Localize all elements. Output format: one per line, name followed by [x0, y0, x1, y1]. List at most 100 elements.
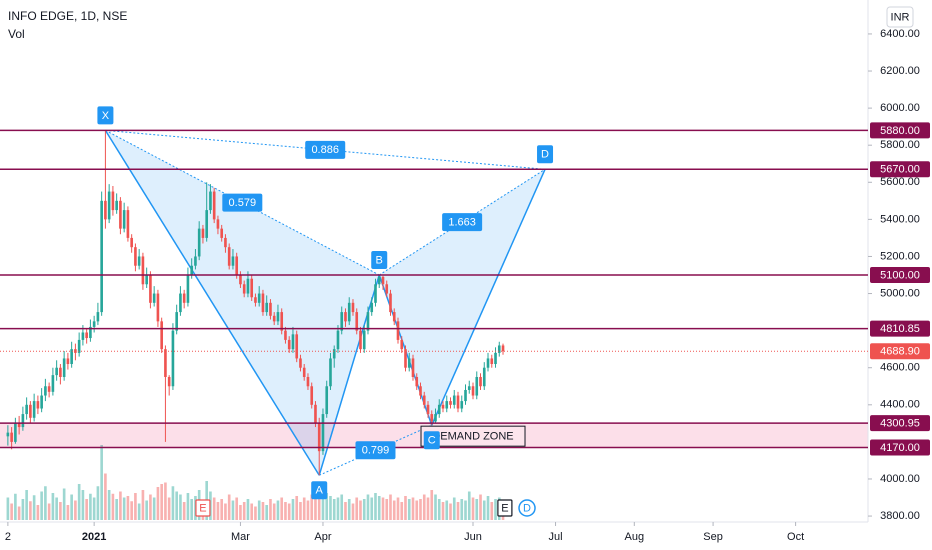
candle-body: [370, 302, 374, 313]
candle-body: [47, 386, 51, 392]
level-label: 4300.95: [880, 418, 920, 430]
x-tick-label: Mar: [231, 531, 250, 543]
volume-bar: [224, 503, 227, 520]
volume-bar: [419, 499, 422, 520]
volume-bar: [62, 488, 66, 520]
volume-bar: [171, 486, 175, 520]
volume-bar: [404, 496, 407, 520]
volume-bar: [434, 494, 437, 520]
level-label: 4170.00: [880, 442, 920, 454]
volume-bar: [377, 496, 381, 520]
candle-body: [471, 386, 475, 396]
ratio-box: [355, 441, 396, 460]
candle-body: [302, 367, 306, 377]
candle-body: [265, 302, 269, 313]
volume-bar: [467, 491, 471, 520]
candle-body: [126, 210, 130, 238]
volume-bar: [479, 494, 482, 520]
volume-bar: [261, 502, 265, 520]
candle-body: [314, 404, 317, 424]
candle-body: [115, 200, 118, 211]
y-tick-label: 3800.00: [880, 510, 920, 522]
candle-body: [411, 358, 415, 377]
candle-body: [332, 349, 336, 359]
volume-bar: [32, 495, 36, 520]
level-label-box: [870, 161, 930, 178]
ratio-label: 0.579: [229, 197, 257, 209]
volume-bar: [265, 505, 269, 520]
ratio-box: [222, 193, 263, 212]
candle-body: [6, 432, 10, 437]
candle-body: [145, 275, 148, 285]
volume-bar: [359, 500, 362, 520]
candle-body: [141, 256, 145, 285]
candle-body: [284, 330, 287, 340]
candle-body: [404, 349, 407, 368]
candle-body: [100, 200, 103, 313]
candle-body: [85, 332, 88, 339]
y-tick-label: 5200.00: [880, 250, 920, 262]
candle-body: [21, 414, 25, 428]
pattern-point-box: [97, 106, 114, 125]
volume-bar: [96, 486, 100, 520]
volume-bar: [85, 499, 88, 520]
candle-body: [164, 349, 167, 377]
candle-body: [175, 312, 178, 331]
volume-bar: [126, 496, 130, 520]
x-tick-label: 2021: [82, 531, 106, 543]
volume-bar: [494, 499, 497, 520]
candle-body: [419, 386, 422, 396]
volume-bar: [430, 490, 434, 520]
candle-body: [201, 228, 205, 238]
volume-bar: [220, 499, 224, 520]
level-label-box: [870, 439, 930, 456]
volume-bar: [77, 484, 81, 520]
candle-body: [156, 293, 160, 322]
candle-body: [62, 358, 66, 377]
volume-bar: [437, 499, 441, 520]
volume-bar: [280, 497, 284, 520]
volume-bar: [344, 502, 347, 520]
volume-bar: [362, 499, 366, 520]
x-tick-label: Oct: [787, 531, 804, 543]
volume-bar: [152, 497, 156, 520]
volume-bar: [314, 491, 317, 520]
pattern-point-label: B: [376, 254, 383, 266]
x-tick-label: Sep: [703, 531, 723, 543]
chart-title: INFO EDGE, 1D, NSE: [8, 9, 127, 23]
currency-label[interactable]: INR: [891, 11, 910, 23]
volume-bar: [111, 493, 115, 520]
candle-body: [287, 339, 291, 350]
ratio-box: [305, 140, 346, 159]
volume-bar: [250, 503, 254, 520]
candle-body: [400, 339, 404, 350]
candle-body: [325, 386, 329, 415]
volume-bar: [145, 500, 148, 520]
candle-body: [441, 404, 445, 409]
candle-body: [89, 326, 92, 339]
level-label: 5100.00: [880, 269, 920, 281]
volume-bar: [44, 486, 47, 520]
candle-body: [299, 358, 302, 368]
demand-zone-label: DEMAND ZONE: [432, 431, 513, 443]
volume-bar: [89, 493, 92, 520]
candle-body: [224, 237, 227, 248]
volume-bar: [40, 491, 43, 520]
level-label-box: [870, 320, 930, 337]
candle-body: [152, 293, 156, 303]
volume-bar: [235, 497, 239, 520]
volume-bar: [246, 499, 250, 520]
currency-button[interactable]: [886, 6, 914, 28]
ratio-label: 0.799: [362, 445, 390, 457]
volume-bar: [119, 491, 122, 520]
candle-body: [276, 312, 280, 322]
candle-body: [475, 376, 479, 396]
plot-area: [0, 129, 868, 520]
volume-bar: [411, 497, 415, 520]
volume-bar: [66, 505, 70, 520]
candle-body: [467, 386, 471, 390]
candle-body: [36, 401, 40, 409]
candle-body: [317, 423, 321, 452]
volume-bar: [471, 497, 475, 520]
volume-bar: [212, 497, 216, 520]
